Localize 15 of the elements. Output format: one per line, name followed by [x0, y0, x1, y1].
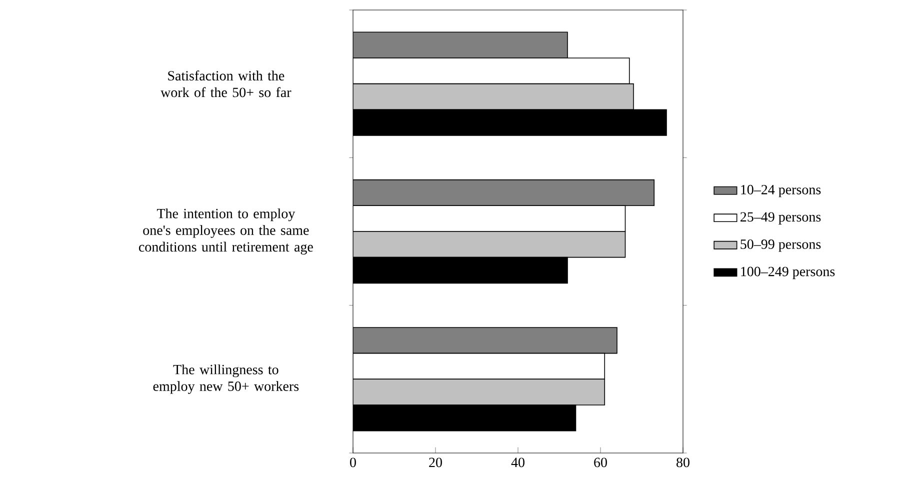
x-tick-label: 60	[594, 458, 607, 468]
bar	[353, 327, 618, 354]
x-tick-label: 80	[676, 458, 690, 468]
y-tick-label: The intention to employ one's employees on the same conditions until retirement age	[138, 208, 313, 255]
legend-label: 50–99 persons	[740, 239, 821, 252]
y-tick-label: Satisfaction with the work of the 50+ so far	[160, 70, 292, 98]
legend-label: 25–49 persons	[740, 212, 821, 224]
x-tick-label: 0	[350, 458, 356, 468]
x-tick-label: 20	[429, 458, 442, 468]
legend-label: 100–249 persons	[741, 266, 835, 280]
bar	[353, 179, 655, 206]
y-tick-label: The willingness to employ new 50+ workers	[153, 364, 299, 394]
bar	[353, 32, 568, 58]
legend-label: 10–24 persons	[741, 184, 821, 198]
x-tick-label: 40	[511, 458, 524, 468]
